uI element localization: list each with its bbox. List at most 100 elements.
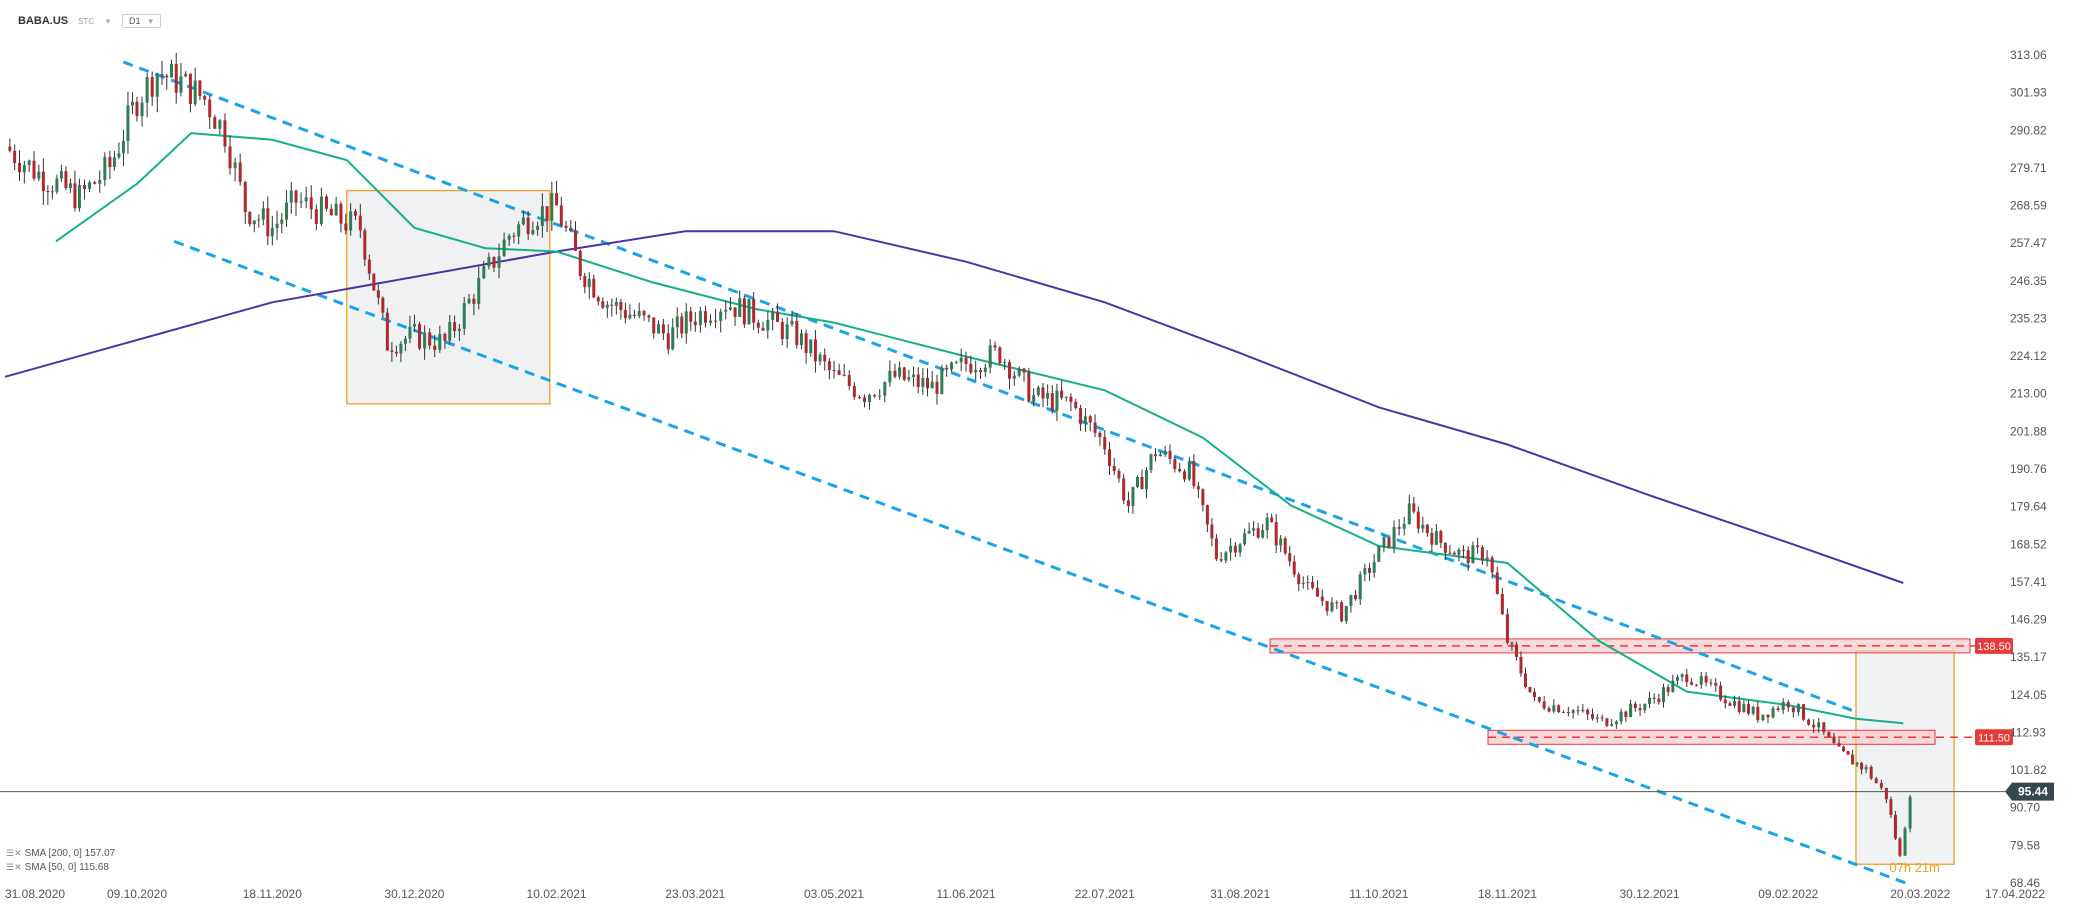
candle-body (289, 190, 293, 203)
candle-body (1561, 711, 1565, 713)
candle-body (873, 394, 877, 397)
candle-body (233, 162, 237, 169)
candle-body (738, 298, 742, 317)
candle-body (27, 160, 31, 166)
candle-body (1135, 476, 1139, 488)
candle-body (632, 314, 636, 316)
candle-body (1742, 703, 1746, 712)
candle-body (108, 156, 112, 168)
x-tick-label: 31.08.2020 (5, 887, 65, 901)
candle-body (555, 193, 559, 206)
candle-body (979, 370, 983, 373)
candle-body (1842, 746, 1846, 752)
legend-sma200[interactable]: ☰✕ SMA [200, 0] 157.07 (6, 848, 115, 859)
timer-minutes-unit: m (1929, 860, 1940, 875)
candle-body (8, 146, 12, 151)
x-tick-label: 20.03.2022 (1890, 887, 1950, 901)
indicator-settings-icon[interactable]: ☰✕ (6, 848, 22, 858)
candle-body (1781, 702, 1785, 710)
candle-body (193, 80, 197, 105)
candle-body (652, 317, 656, 334)
candle-body (709, 320, 713, 323)
timeframe-select[interactable]: D1 ▼ (122, 14, 162, 28)
candle-body (1103, 437, 1107, 450)
legend-sma200-label: SMA [200, 0] 157.07 (24, 848, 116, 859)
candle-body (1247, 530, 1251, 534)
candle-body (184, 73, 188, 77)
candle-body (1224, 552, 1228, 561)
candle-body (1126, 500, 1130, 507)
chevron-down-icon[interactable]: ▼ (104, 16, 113, 26)
candle-body (605, 304, 609, 308)
y-tick-label: 157.41 (2010, 575, 2047, 589)
candle-body (1699, 676, 1703, 685)
candle-body (1889, 799, 1893, 815)
candle-body (399, 343, 403, 354)
candle-body (945, 367, 949, 370)
candle-body (1879, 783, 1883, 788)
candle-body (1325, 600, 1329, 612)
candle-body (329, 208, 333, 216)
source-label: STC (78, 16, 95, 26)
candle-body (1723, 699, 1727, 704)
x-tick-label: 11.06.2021 (936, 887, 995, 901)
candle-body (1466, 550, 1470, 564)
candle-body (1893, 814, 1897, 839)
candle-body (1490, 557, 1494, 573)
candle-body (628, 314, 632, 319)
candle-body (868, 394, 872, 403)
candle-body (218, 120, 222, 129)
candle-body (1643, 704, 1647, 711)
candle-body (1168, 450, 1172, 459)
candle-body (1140, 476, 1144, 490)
candle-body (126, 105, 130, 141)
candle-body (1690, 682, 1694, 685)
y-tick-label: 224.12 (2010, 349, 2047, 363)
candle-body (1505, 614, 1509, 643)
candle-body (285, 202, 289, 220)
candle-body (823, 354, 827, 362)
candle-body (1671, 680, 1675, 692)
candle-body (324, 196, 328, 209)
candle-body (1292, 561, 1296, 575)
candle-body (174, 63, 178, 93)
candle-body (1154, 454, 1158, 457)
candle-body (1421, 524, 1425, 529)
candle-body (1003, 362, 1007, 364)
candle-body (689, 311, 693, 322)
candle-body (1229, 545, 1233, 553)
candle-body (647, 315, 651, 318)
candle-body (1192, 461, 1196, 487)
candle-body (684, 311, 688, 334)
symbol-label[interactable]: BABA.US (18, 15, 69, 27)
candle-body (349, 211, 353, 231)
candle-body (1069, 396, 1073, 402)
candle-body (1837, 743, 1841, 747)
candle-body (657, 324, 661, 334)
candle-body (339, 203, 343, 224)
legend-sma50[interactable]: ☰✕ SMA [50, 0] 115.68 (6, 862, 109, 873)
candle-body (1050, 393, 1054, 411)
candle-body (1796, 704, 1800, 713)
candle-body (203, 96, 207, 100)
candle-body (32, 160, 36, 179)
indicator-settings-icon[interactable]: ☰✕ (6, 862, 22, 872)
candle-body (1219, 559, 1223, 561)
candle-body (130, 101, 134, 106)
candle-body (614, 301, 618, 306)
candle-body (314, 209, 318, 224)
candle-body (1903, 828, 1907, 856)
candle-body (140, 102, 144, 117)
candle-body (912, 374, 916, 378)
candle-body (334, 203, 338, 216)
candle-body (257, 219, 261, 221)
candle-body (974, 370, 978, 373)
candle-body (1214, 538, 1218, 560)
y-tick-label: 235.23 (2010, 311, 2047, 325)
y-tick-label: 313.06 (2010, 48, 2047, 62)
candle-body (1416, 511, 1420, 529)
candle-body (1480, 547, 1484, 561)
candle-body (1519, 656, 1523, 674)
candle-body (1652, 697, 1656, 699)
